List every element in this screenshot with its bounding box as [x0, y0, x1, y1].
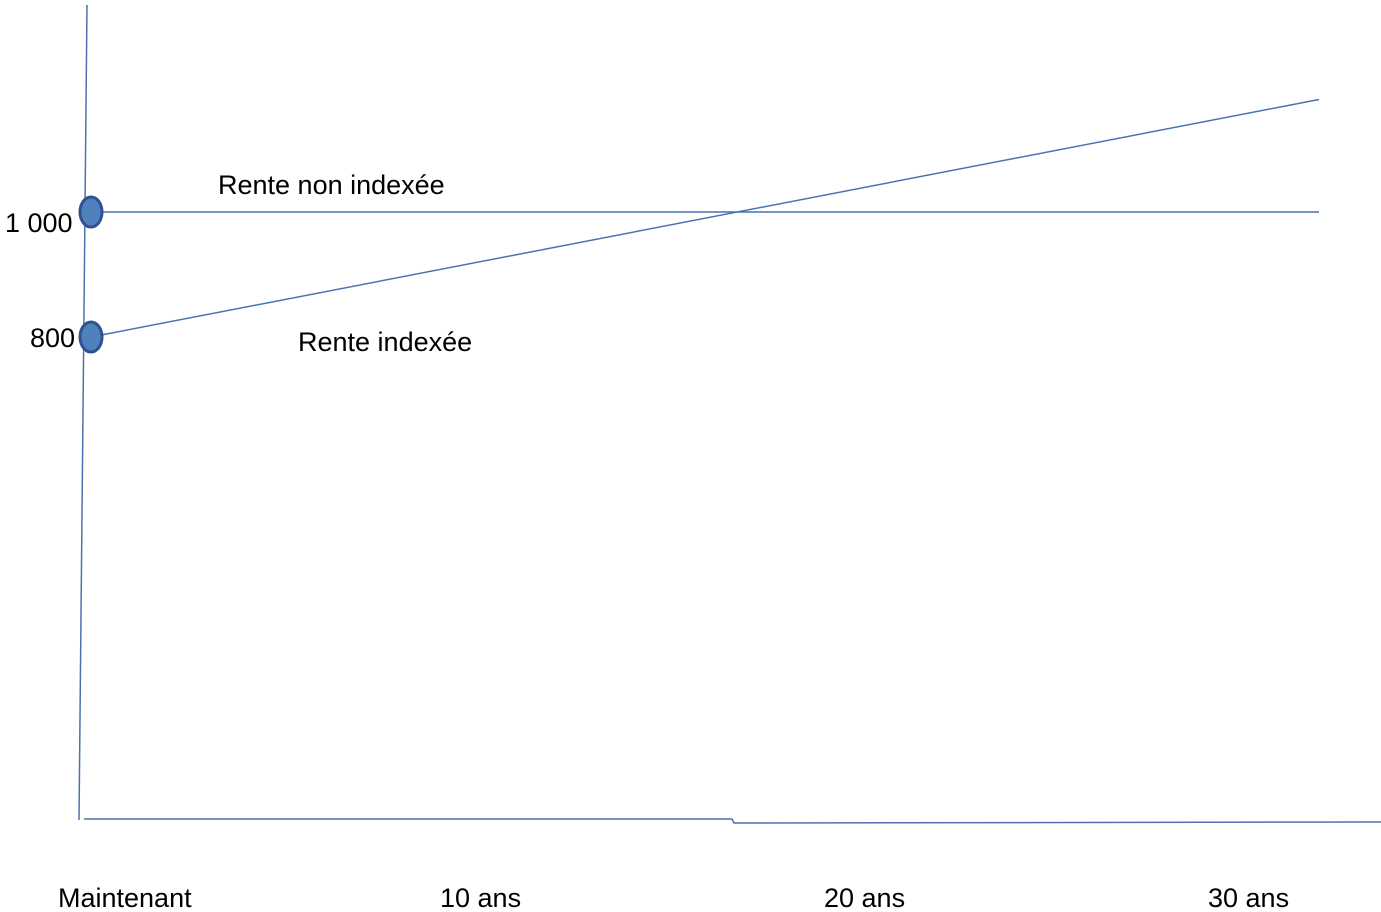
y-tick-label-1000: 1 000 — [5, 208, 73, 238]
series-layer — [78, 98, 1320, 354]
series-label-rente-non-indexee: Rente non indexée — [218, 170, 445, 200]
x-tick-label-30-ans: 30 ans — [1208, 883, 1289, 912]
y-tick-label-800: 800 — [30, 323, 75, 353]
axes — [78, 4, 1381, 824]
series-marker-0 — [78, 195, 104, 229]
y-axis — [78, 4, 88, 821]
series-line-1 — [90, 98, 1320, 338]
labels-layer: 1 000 800 Maintenant 10 ans 20 ans 30 an… — [5, 170, 1289, 912]
series-marker-1 — [78, 320, 104, 354]
x-tick-label-maintenant: Maintenant — [58, 883, 192, 912]
x-tick-label-10-ans: 10 ans — [440, 883, 521, 912]
x-tick-label-20-ans: 20 ans — [824, 883, 905, 912]
x-axis — [84, 818, 1381, 824]
series-label-rente-indexee: Rente indexée — [298, 327, 472, 357]
